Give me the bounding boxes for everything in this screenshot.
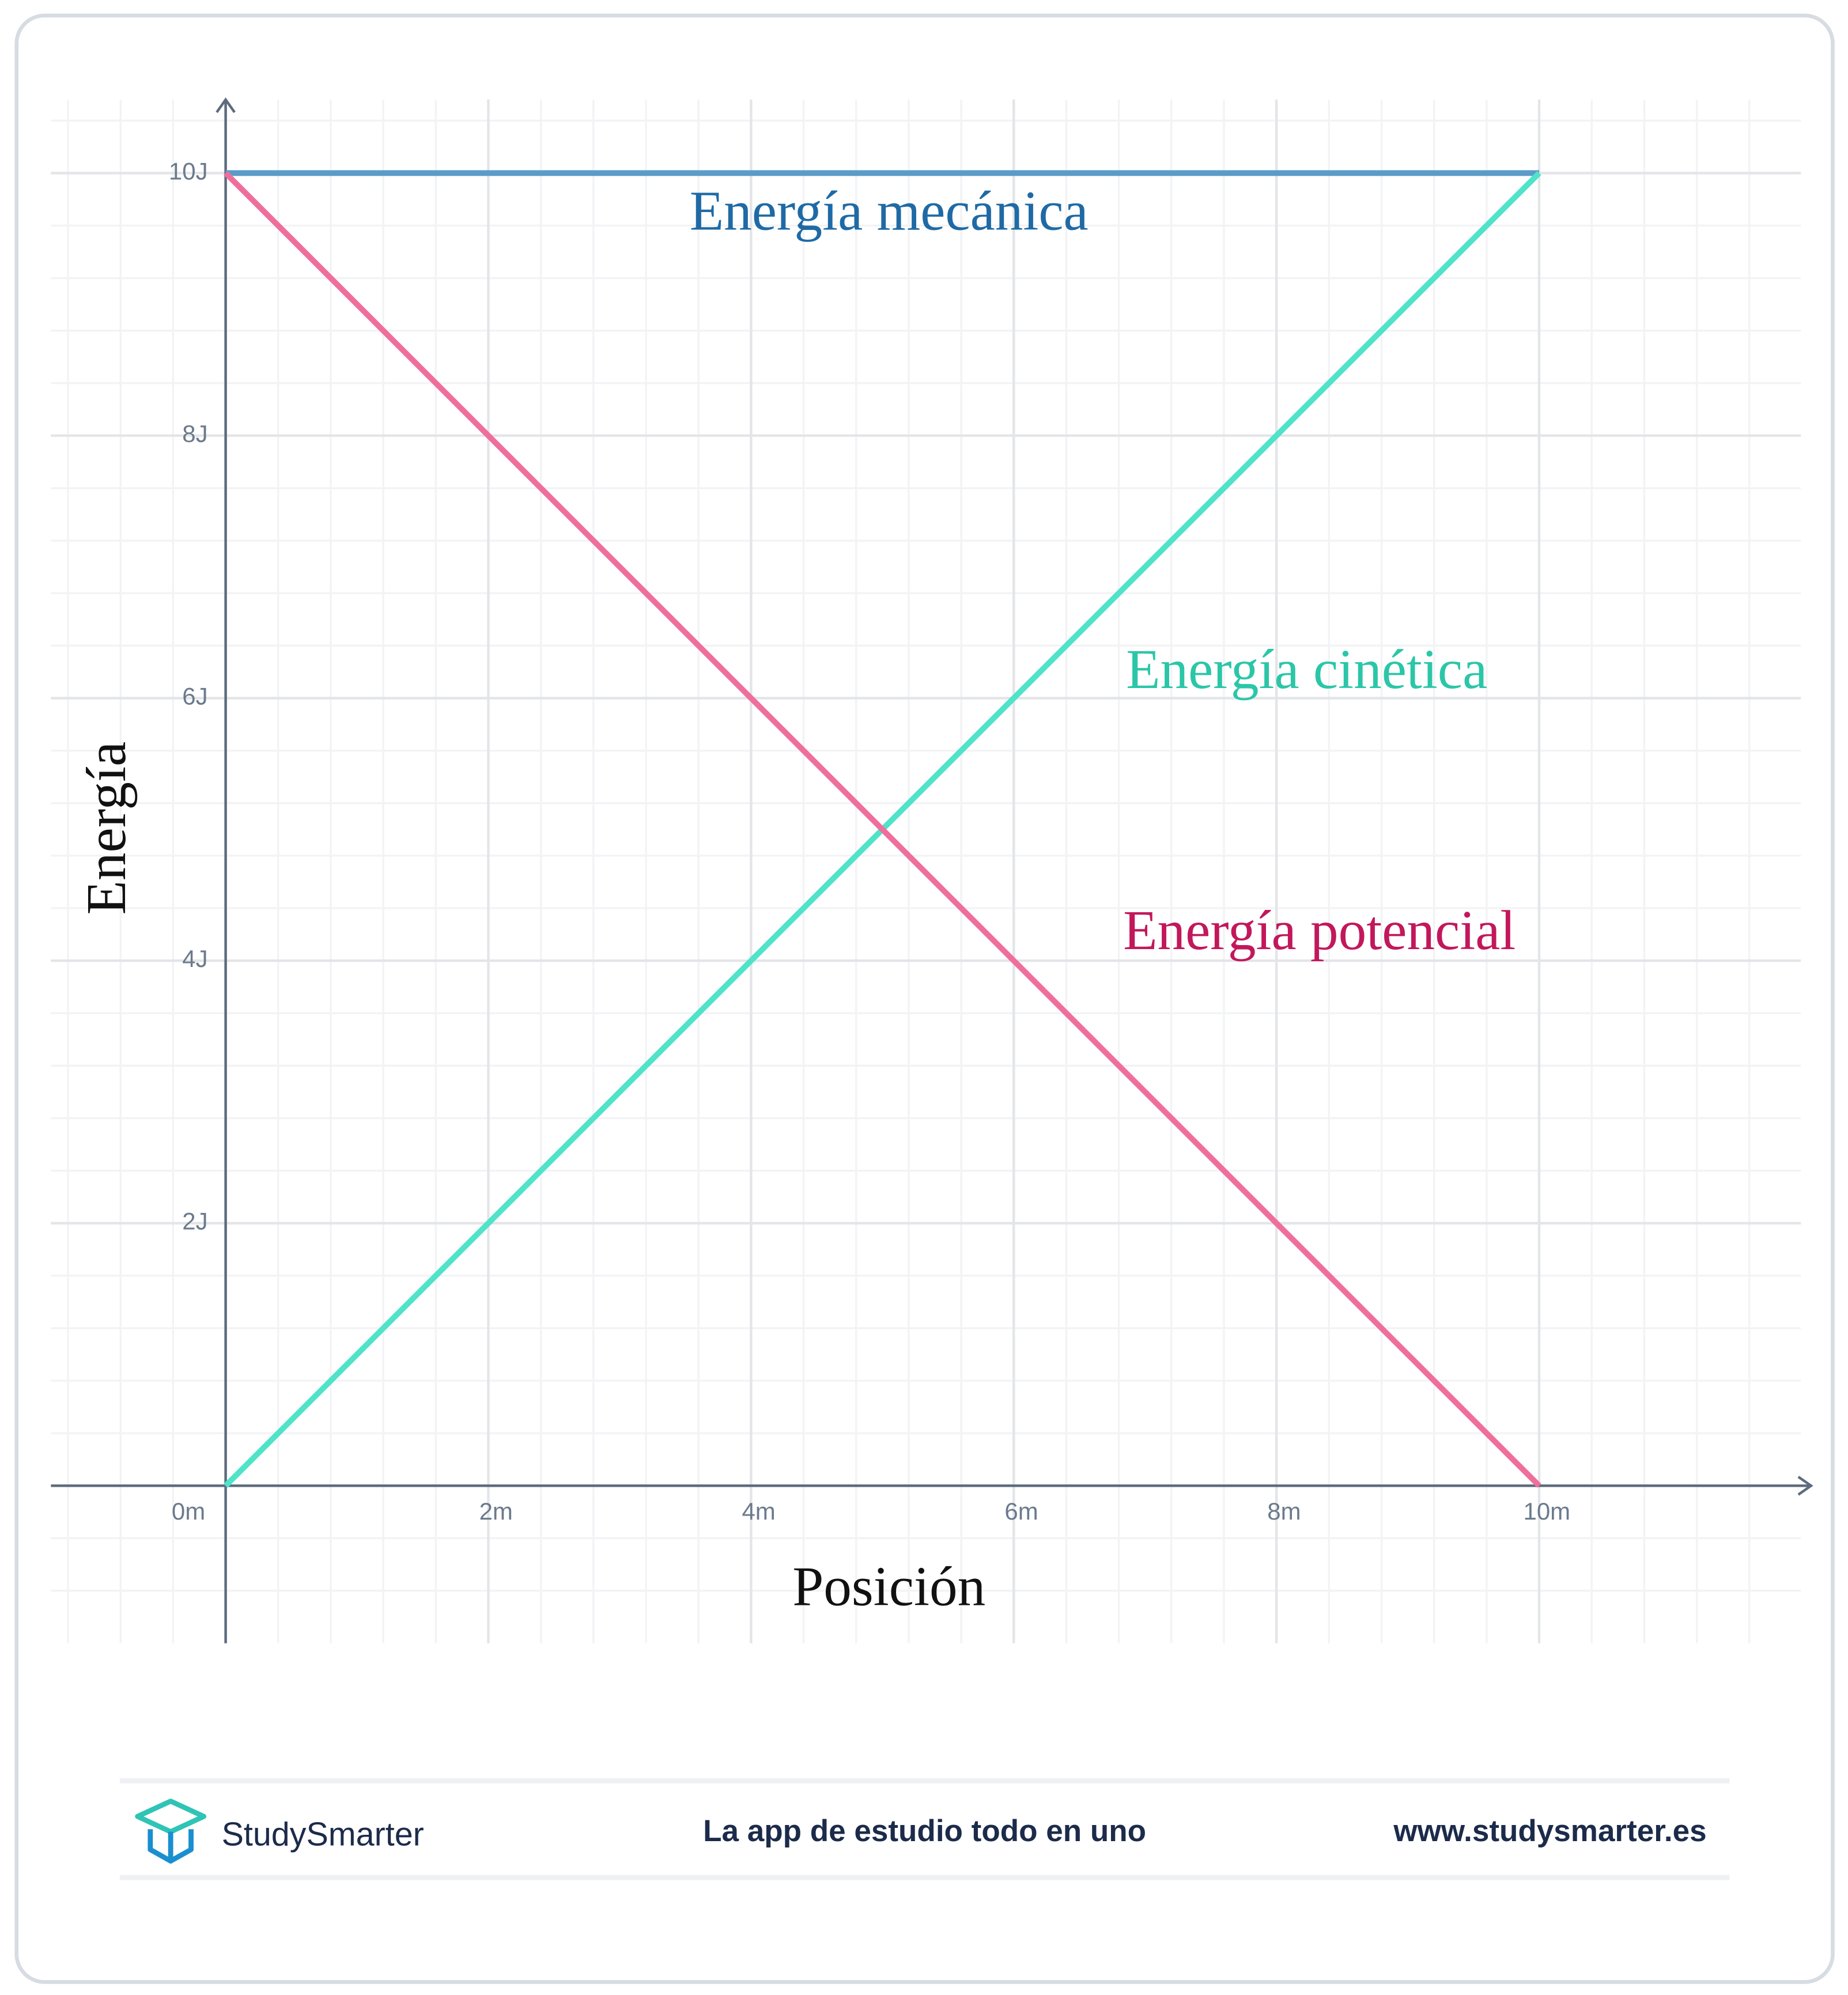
card: [14, 13, 1835, 1984]
x-tick-label: 6m: [1004, 1498, 1038, 1525]
logo: [135, 1798, 207, 1864]
series-line: [224, 171, 1541, 1488]
y-tick-label: 6J: [182, 683, 207, 710]
x-axis: [51, 1475, 1813, 1496]
series-label: Energía cinética: [1126, 638, 1487, 701]
series-label: Energía potencial: [1123, 900, 1516, 962]
brand: StudySmarter: [222, 1816, 424, 1853]
y-axis: [216, 97, 236, 1643]
x-axis-title: Posición: [792, 1555, 985, 1618]
series-label: Energía mecánica: [690, 180, 1089, 242]
tagline: La app de estudio todo en uno: [703, 1814, 1146, 1848]
y-axis-title: Energía: [75, 742, 138, 915]
y-tick-label: 4J: [182, 945, 207, 972]
y-tick-label: 10J: [169, 157, 208, 184]
url: www.studysmarter.es: [1393, 1814, 1706, 1848]
y-tick-label: 8J: [182, 420, 207, 447]
y-tick-label: 2J: [182, 1208, 207, 1235]
x-tick-label: 4m: [742, 1498, 775, 1525]
x-tick-label: 2m: [479, 1498, 513, 1525]
x-tick-label: 0m: [172, 1498, 205, 1525]
plot: 0m 2m 4m 6m 8m 10m 2J 4J 6J 8J 10J Energía mecánica…: [51, 97, 1813, 1643]
x-tick-label: 8m: [1267, 1498, 1301, 1525]
x-tick-label: 10m: [1523, 1498, 1570, 1525]
